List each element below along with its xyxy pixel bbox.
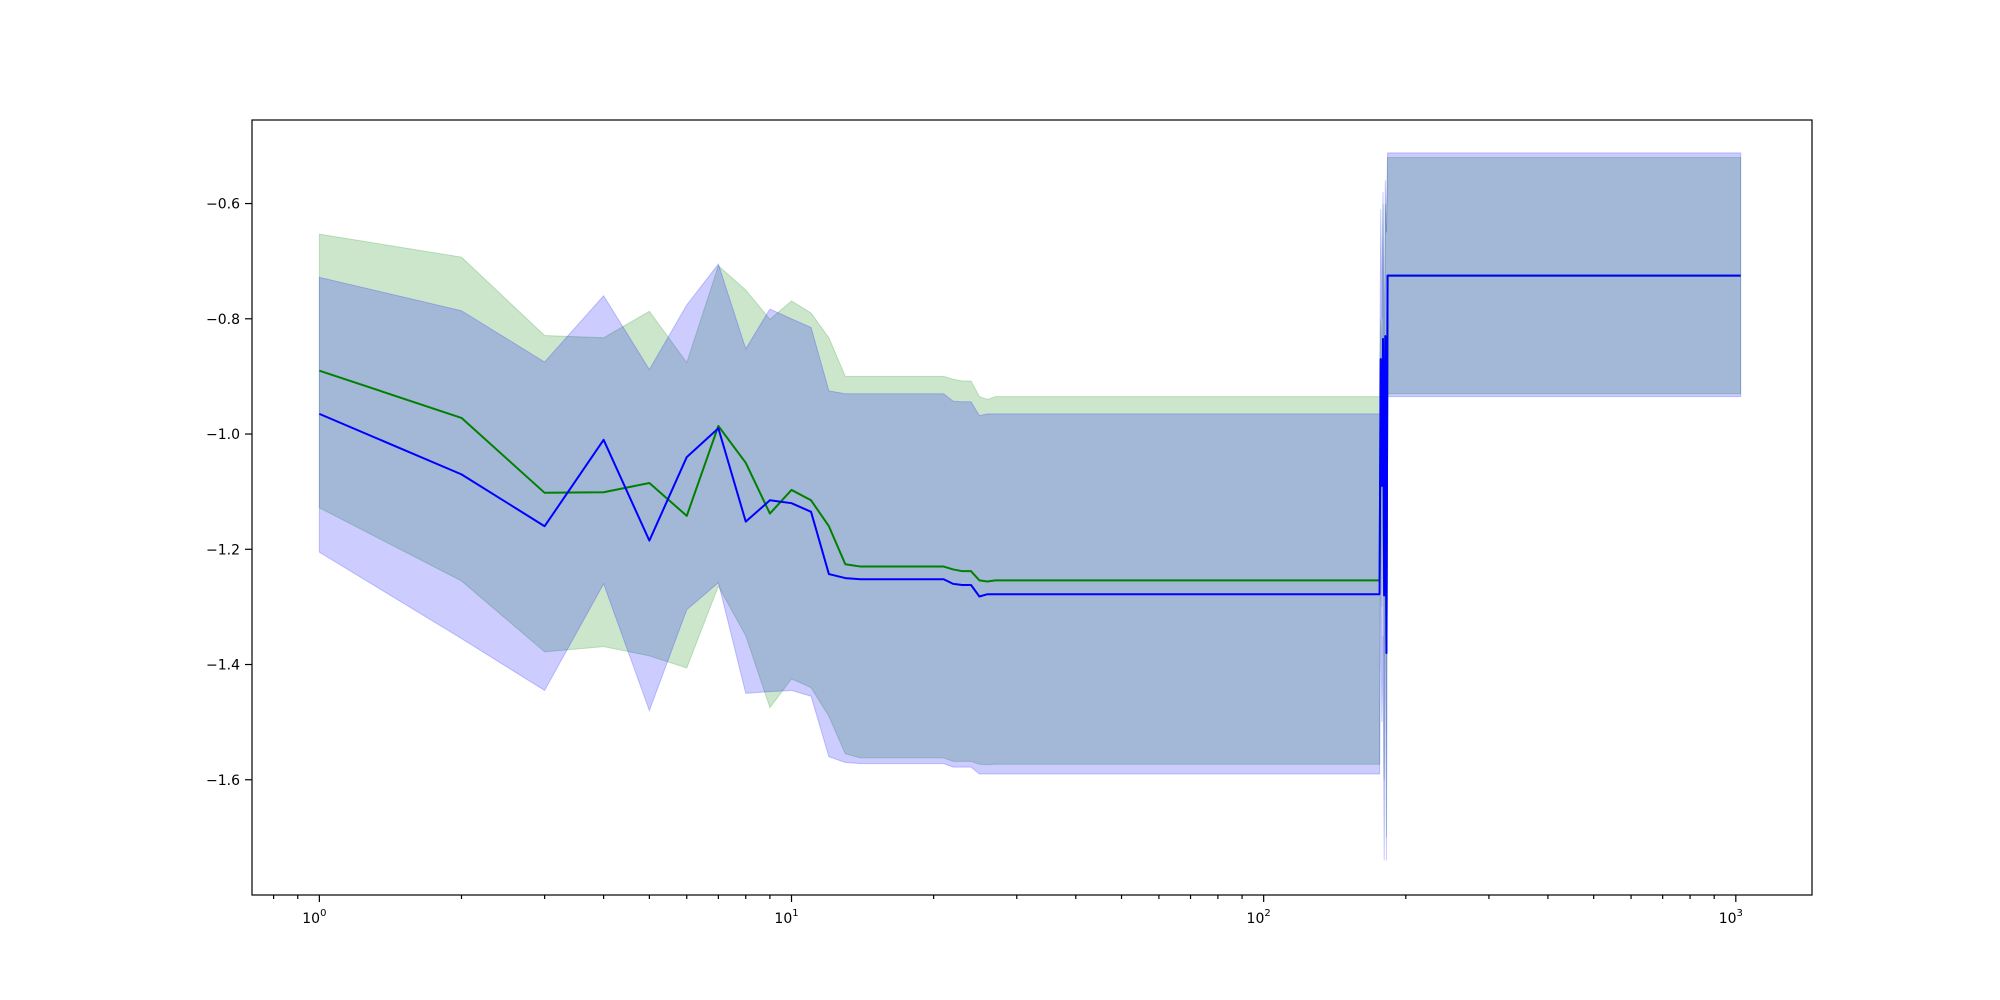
series-2-band: [318, 152, 1742, 861]
y-tick-label: −1.4: [206, 658, 240, 674]
plot-area: [318, 152, 1742, 861]
axes-frame: [251, 119, 1813, 896]
y-tick-label: −0.8: [206, 312, 240, 328]
y-tick-label: −1.0: [206, 427, 240, 443]
series-1-band: [318, 156, 1742, 838]
y-tick-label: −1.6: [206, 773, 240, 789]
y-axis: −1.6 −1.4 −1.2 −1.0 −0.8 −0.6: [206, 197, 252, 789]
series-2-line: [318, 274, 1741, 654]
y-tick-label: −1.2: [206, 542, 240, 558]
y-tick-label: −0.6: [206, 197, 240, 213]
